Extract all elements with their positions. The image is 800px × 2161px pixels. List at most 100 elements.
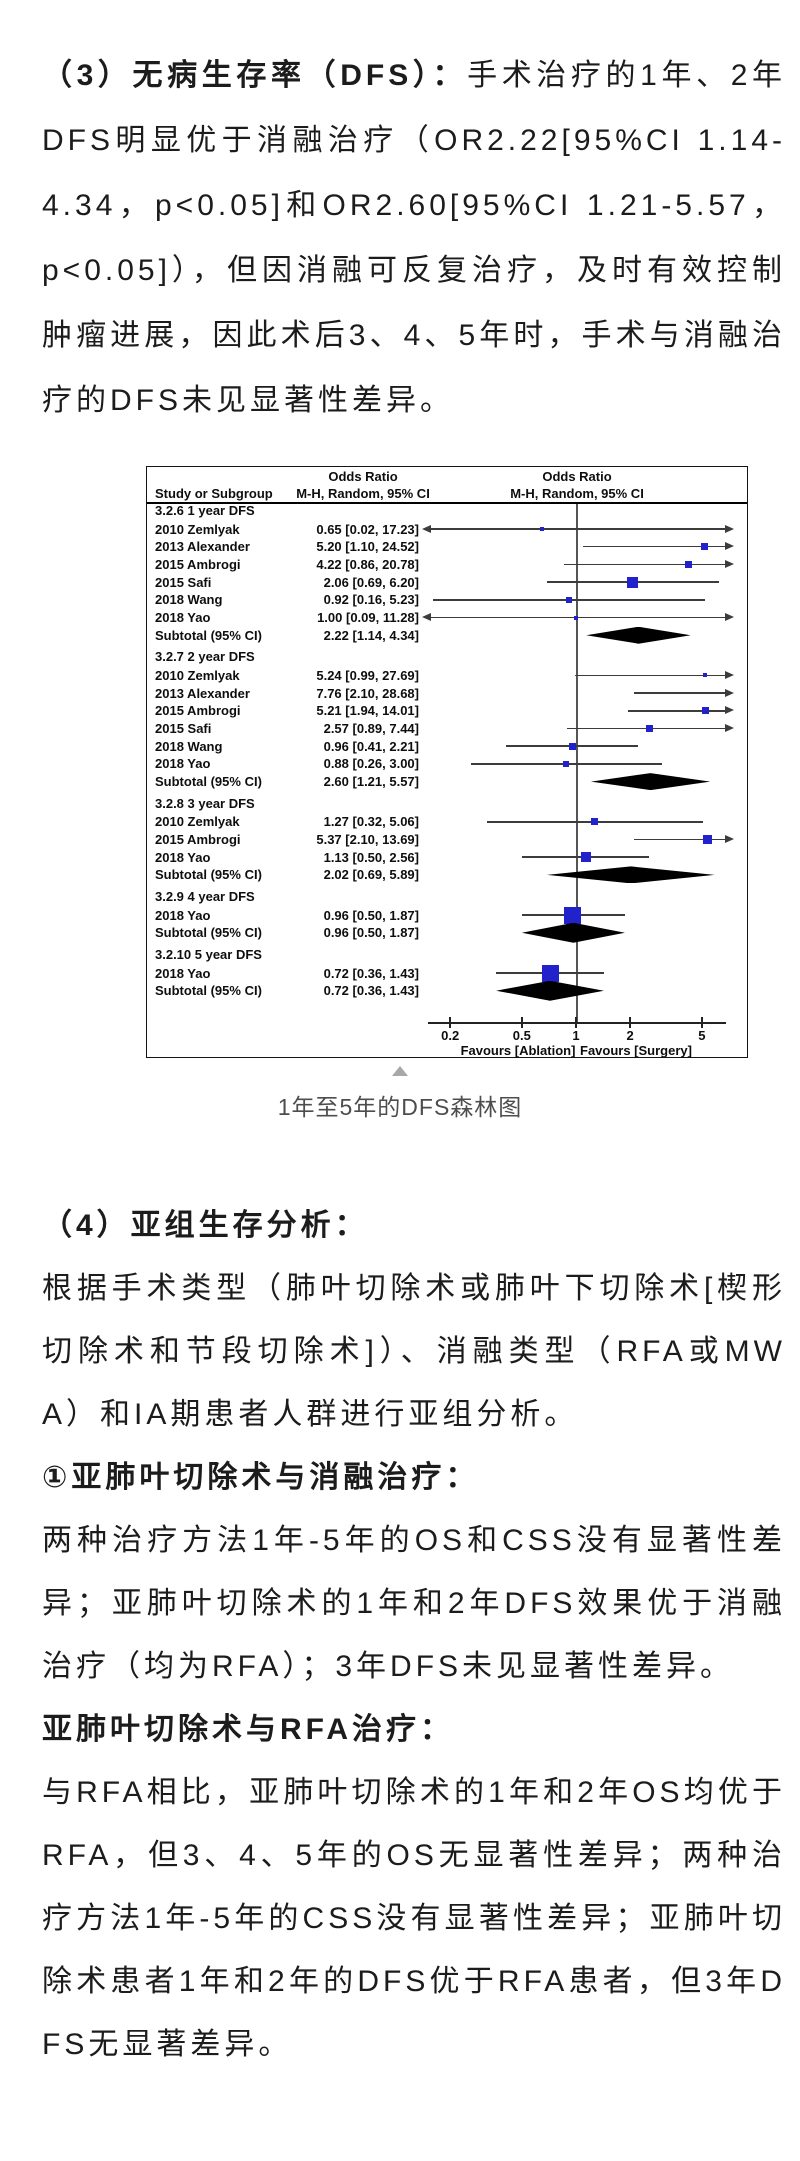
ci-line bbox=[633, 838, 725, 841]
subtotal-label: Subtotal (95% CI) bbox=[155, 774, 262, 790]
subtotal-ci-text: 2.22 [1.14, 4.34] bbox=[323, 627, 419, 643]
subtotal-label: Subtotal (95% CI) bbox=[155, 925, 262, 941]
subtotal-diamond bbox=[521, 922, 625, 943]
ci-arrow-right-icon bbox=[725, 542, 734, 551]
plot-col-header-method: M-H, Random, 95% CI bbox=[510, 486, 644, 501]
study-label: 2018 Yao bbox=[155, 849, 211, 865]
subtotal-diamond bbox=[546, 866, 715, 884]
subtotal-diamond bbox=[496, 980, 604, 1001]
study-label: 2018 Yao bbox=[155, 965, 211, 981]
x-axis-tick bbox=[701, 1017, 703, 1028]
or-marker bbox=[580, 852, 591, 863]
plot-col-header-odds-ratio: Odds Ratio bbox=[542, 469, 612, 484]
study-ci-text: 0.96 [0.50, 1.87] bbox=[323, 907, 419, 923]
ci-arrow-right-icon bbox=[725, 524, 734, 533]
group-label: 3.2.8 3 year DFS bbox=[155, 795, 255, 811]
x-axis-line bbox=[428, 1022, 726, 1024]
stats-col-header-method: M-H, Random, 95% CI bbox=[296, 486, 430, 501]
x-axis-tick-label: 1 bbox=[572, 1028, 580, 1043]
or-marker bbox=[646, 725, 654, 732]
study-label: 2018 Yao bbox=[155, 907, 211, 923]
x-axis-tick-label: 5 bbox=[698, 1028, 706, 1043]
ci-line bbox=[564, 563, 725, 566]
subtotal-ci-text: 2.02 [0.69, 5.89] bbox=[323, 867, 419, 883]
sub1-heading: ①亚肺叶切除术与消融治疗： bbox=[42, 1461, 480, 1494]
section4-heading: （4）亚组生存分析： bbox=[42, 1209, 369, 1242]
study-label: 2015 Ambrogi bbox=[155, 832, 241, 847]
or-reference-line bbox=[576, 504, 578, 1022]
study-label: 2015 Safi bbox=[155, 574, 212, 590]
study-ci-text: 5.37 [2.10, 13.69] bbox=[316, 832, 419, 847]
sub2-heading: 亚肺叶切除术与RFA治疗： bbox=[42, 1713, 454, 1746]
study-ci-text: 0.72 [0.36, 1.43] bbox=[323, 965, 419, 981]
study-label: 2010 Zemlyak bbox=[155, 521, 240, 537]
study-ci-text: 2.06 [0.69, 6.20] bbox=[323, 574, 419, 590]
or-marker bbox=[626, 576, 638, 588]
x-axis-tick bbox=[629, 1017, 631, 1028]
study-ci-text: 2.57 [0.89, 7.44] bbox=[323, 721, 419, 736]
study-label: 2013 Alexander bbox=[155, 539, 250, 555]
or-marker bbox=[566, 596, 573, 603]
header-separator bbox=[147, 502, 747, 504]
sub1-text: 两种治疗方法1年-5年的OS和CSS没有显著性差异；亚肺叶切除术的1年和2年DF… bbox=[42, 1524, 786, 1683]
ci-line bbox=[431, 528, 725, 530]
study-ci-text: 1.00 [0.09, 11.28] bbox=[317, 610, 419, 625]
study-label: 2018 Wang bbox=[155, 738, 223, 754]
triangle-divider-icon bbox=[392, 1066, 408, 1076]
x-axis-tick-label: 0.5 bbox=[512, 1028, 531, 1043]
or-marker bbox=[685, 560, 693, 568]
study-label: 2010 Zemlyak bbox=[155, 667, 240, 683]
study-ci-text: 4.22 [0.86, 20.78] bbox=[316, 556, 419, 572]
paragraph-dfs-body: 手术治疗的1年、2年DFS明显优于消融治疗（OR2.22[95%CI 1.14-… bbox=[42, 59, 786, 417]
group-label: 3.2.6 1 year DFS bbox=[155, 503, 255, 518]
ci-arrow-left-icon bbox=[422, 524, 431, 533]
study-label: 2013 Alexander bbox=[155, 685, 250, 701]
study-ci-text: 0.96 [0.41, 2.21] bbox=[323, 738, 419, 754]
or-marker bbox=[563, 760, 569, 767]
x-axis-tick bbox=[521, 1017, 523, 1028]
study-ci-text: 0.88 [0.26, 3.00] bbox=[323, 756, 419, 772]
ci-line bbox=[575, 674, 725, 677]
section-subgroup-analysis: （4）亚组生存分析： 根据手术类型（肺叶切除术或肺叶下切除术[楔形切除术和节段切… bbox=[42, 1194, 786, 2076]
ci-line bbox=[583, 545, 725, 548]
group-label: 3.2.10 5 year DFS bbox=[155, 947, 262, 962]
study-ci-text: 5.20 [1.10, 24.52] bbox=[316, 539, 419, 555]
or-marker bbox=[701, 707, 709, 715]
ci-line bbox=[633, 692, 725, 694]
subtotal-diamond bbox=[586, 626, 691, 644]
study-label: 2015 Ambrogi bbox=[155, 556, 241, 572]
study-ci-text: 5.24 [0.99, 27.69] bbox=[316, 667, 419, 683]
favours-right-label: Favours [Surgery] bbox=[580, 1043, 692, 1058]
study-ci-text: 0.65 [0.02, 17.23] bbox=[316, 521, 419, 537]
subtotal-label: Subtotal (95% CI) bbox=[155, 867, 262, 883]
stats-col-header-odds-ratio: Odds Ratio bbox=[328, 469, 398, 484]
ci-arrow-left-icon bbox=[422, 613, 431, 621]
group-label: 3.2.9 4 year DFS bbox=[155, 889, 255, 905]
study-ci-text: 1.27 [0.32, 5.06] bbox=[323, 814, 419, 830]
subtotal-ci-text: 0.72 [0.36, 1.43] bbox=[323, 983, 419, 999]
or-marker bbox=[702, 835, 712, 844]
section4-intro: 根据手术类型（肺叶切除术或肺叶下切除术[楔形切除术和节段切除术]）、消融类型（R… bbox=[42, 1272, 786, 1431]
subtotal-label: Subtotal (95% CI) bbox=[155, 627, 262, 643]
or-marker bbox=[540, 527, 545, 531]
subtotal-diamond bbox=[590, 773, 711, 791]
study-label: 2018 Wang bbox=[155, 592, 223, 608]
ci-arrow-right-icon bbox=[725, 559, 734, 568]
ci-arrow-right-icon bbox=[725, 613, 734, 621]
x-axis-tick-label: 0.2 bbox=[441, 1028, 460, 1043]
study-ci-text: 7.76 [2.10, 28.68] bbox=[316, 685, 419, 701]
ci-line bbox=[566, 727, 725, 730]
ci-arrow-right-icon bbox=[725, 706, 734, 715]
figure-caption: 1年至5年的DFS森林图 bbox=[277, 1094, 523, 1120]
or-marker bbox=[541, 964, 559, 982]
study-label: 2010 Zemlyak bbox=[155, 814, 240, 830]
or-marker bbox=[574, 615, 578, 620]
group-label: 3.2.7 2 year DFS bbox=[155, 649, 255, 665]
study-label: 2018 Yao bbox=[155, 756, 211, 772]
sub2-text: 与RFA相比，亚肺叶切除术的1年和2年OS均优于RFA，但3、4、5年的OS无显… bbox=[42, 1776, 786, 2061]
subtotal-ci-text: 0.96 [0.50, 1.87] bbox=[323, 925, 419, 941]
or-marker bbox=[569, 742, 577, 750]
ci-arrow-right-icon bbox=[725, 835, 734, 843]
or-marker bbox=[703, 673, 708, 678]
forest-plot: Odds Ratio Odds Ratio Study or Subgroup M-H… bbox=[146, 466, 748, 1058]
